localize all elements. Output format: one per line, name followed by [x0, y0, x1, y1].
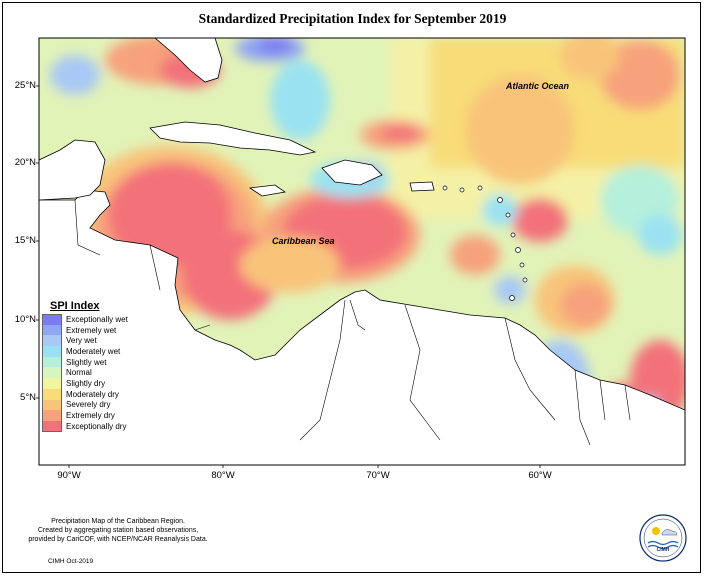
country-borders: [74, 199, 631, 446]
legend-swatch: [42, 388, 62, 400]
legend-title: SPI Index: [50, 300, 100, 312]
legend-item: Moderately wet: [42, 346, 170, 357]
map-title: Standardized Precipitation Index for Sep…: [198, 11, 507, 26]
legend-label: Slightly dry: [66, 378, 106, 388]
legend-item: Very wet: [42, 335, 170, 347]
legend-item: Slightly wet: [42, 356, 170, 368]
lat-tick-label: 10°N: [14, 314, 36, 325]
lat-tick-label: 20°N: [14, 157, 36, 168]
lon-tick-label: 70°W: [366, 470, 390, 481]
legend-swatch: [42, 378, 62, 389]
legend-label: Extremely wet: [66, 325, 117, 335]
legend-items: Exceptionally wet Extremely wet Very wet Mo…: [42, 314, 170, 432]
legend-swatch: [42, 314, 62, 325]
legend-swatch: [42, 356, 62, 368]
legend-swatch: [42, 335, 62, 347]
legend-label: Exceptionally dry: [66, 421, 127, 431]
logo-text: CIMH: [656, 547, 670, 553]
lon-tick-label: 80°W: [211, 470, 235, 481]
description-line: Precipitation Map of the Caribbean Regio…: [51, 518, 185, 525]
island-chain: [442, 185, 528, 301]
legend-label: Very wet: [66, 336, 97, 346]
map-border: [38, 37, 686, 466]
legend-item: Exceptionally wet: [42, 314, 170, 325]
legend-label: Severely dry: [66, 400, 111, 410]
legend-item: Exceptionally dry: [42, 420, 170, 432]
cimh-logo: [639, 514, 687, 562]
legend-swatch: [42, 410, 62, 421]
legend-label: Moderately dry: [66, 389, 119, 399]
lat-tick-label: 5°N: [20, 392, 36, 403]
caribbean-sea-label: Caribbean Sea: [272, 236, 335, 246]
legend-item: Severely dry: [42, 399, 170, 411]
legend-item: Extremely wet: [42, 324, 170, 336]
legend-swatch: [42, 346, 62, 357]
lon-tick-label: 90°W: [57, 470, 81, 481]
legend-label: Normal: [66, 368, 92, 378]
legend-label: Moderately wet: [66, 346, 121, 356]
map-description: Precipitation Map of the Caribbean Regio…: [28, 517, 208, 544]
legend-label: Slightly wet: [66, 357, 107, 367]
lat-tick-label: 15°N: [14, 235, 36, 246]
axis-ticks: [36, 85, 541, 468]
lat-tick-label: 25°N: [14, 80, 36, 91]
legend-item: Normal: [42, 367, 170, 379]
credit-text: CIMH Oct-2019: [48, 558, 94, 565]
legend-swatch: [42, 367, 62, 379]
spi-legend: SPI Index Exceptionally wet Extremely wet…: [42, 300, 170, 432]
lon-tick-label: 60°W: [528, 470, 552, 481]
legend-swatch: [42, 324, 62, 336]
legend-swatch: [42, 399, 62, 411]
description-line: Created by aggregating station based obs…: [37, 527, 199, 534]
legend-item: Extremely dry: [42, 410, 170, 421]
legend-item: Moderately dry: [42, 388, 170, 400]
legend-swatch: [42, 420, 62, 432]
description-line: provided by CariCOF, with NCEP/NCAR Rean…: [28, 536, 208, 543]
atlantic-ocean-label: Atlantic Ocean: [506, 81, 570, 91]
legend-label: Extremely dry: [66, 411, 115, 421]
legend-item: Slightly dry: [42, 378, 170, 389]
spi-color-field: [50, 38, 685, 440]
legend-label: Exceptionally wet: [66, 314, 128, 324]
